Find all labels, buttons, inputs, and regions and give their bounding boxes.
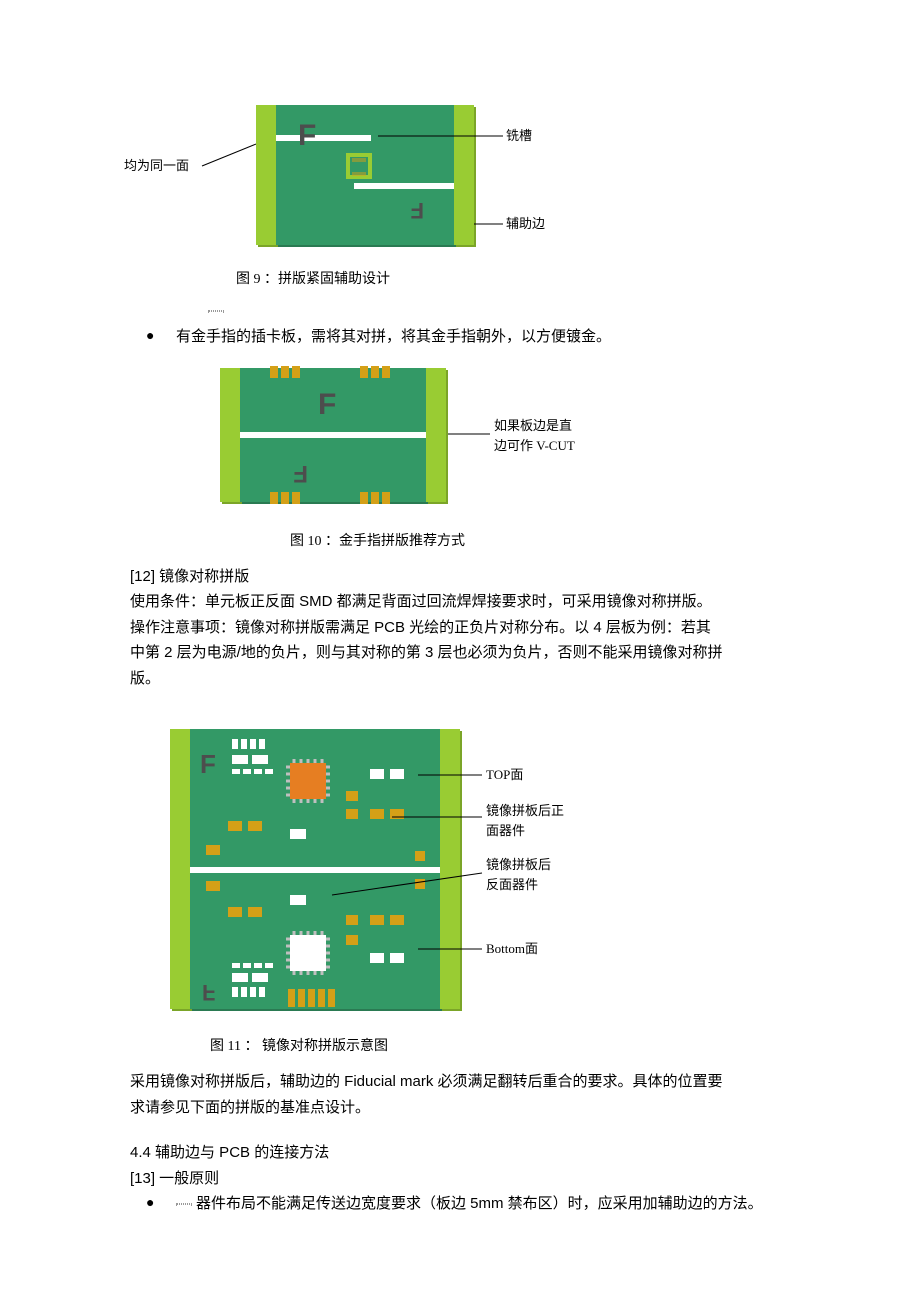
fig11-bottom-label: Bottom面 (486, 941, 538, 956)
figure-9: 均为同一面 F F (106, 100, 790, 288)
fig11-front1: 镜像拼板后正 (486, 803, 564, 818)
svg-text:F: F (411, 198, 424, 223)
bullet-gold-finger: 有金手指的插卡板，需将其对拼，将其金手指朝外，以方便镀金。 (130, 324, 790, 350)
fig11-top-label: TOP面 (486, 767, 523, 782)
figure-11: F (160, 725, 790, 1055)
figure-10: F F 如果板边是直 边可作 V-CUT 图 10 ：金手指拼版推荐方式 (210, 358, 790, 550)
sec12-heading: [12] 镜像对称拼版 (130, 564, 790, 590)
fig9-svg: 均为同一面 F F (106, 100, 586, 260)
fig9-caption: 图 9 ：拼版紧固辅助设计 (236, 268, 790, 288)
svg-text:F: F (202, 980, 215, 1005)
sec12-l1: 使用条件：单元板正反面 SMD 都满足背面过回流焊焊接要求时，可采用镜像对称拼版… (130, 589, 790, 615)
fig11-back1: 镜像拼板后 (486, 857, 551, 872)
sec-4-4: 4.4 辅助边与 PCB 的连接方法 (130, 1140, 790, 1166)
svg-text:F: F (318, 388, 336, 421)
fig10-svg: F F 如果板边是直 边可作 V-CUT (210, 358, 670, 518)
post-fig11-2: 求请参见下面的拼版的基准点设计。 (130, 1095, 790, 1121)
marker (208, 302, 790, 320)
fig11-back2: 反面器件 (486, 877, 538, 892)
bullet-13-1: 器件布局不能满足传送边宽度要求（板边 5mm 禁布区）时，应采用加辅助边的方法。 (130, 1191, 790, 1217)
fig9-left-label: 均为同一面 (124, 158, 189, 173)
fig10-label2: 边可作 V-CUT (494, 438, 575, 453)
svg-text:F: F (200, 749, 216, 779)
fig10-label1: 如果板边是直 (494, 418, 572, 433)
fig9-label-bottom: 辅助边 (506, 216, 545, 231)
fig9-label-top: 铣槽 (506, 128, 532, 143)
fig11-front2: 面器件 (486, 823, 525, 838)
sec-13: [13] 一般原则 (130, 1166, 790, 1192)
sec12-l2: 操作注意事项：镜像对称拼版需满足 PCB 光绘的正负片对称分布。以 4 层板为例… (130, 615, 790, 641)
fig10-caption: 图 10 ：金手指拼版推荐方式 (290, 530, 790, 550)
svg-text:F: F (298, 119, 316, 152)
post-fig11-1: 采用镜像对称拼版后，辅助边的 Fiducial mark 必须满足翻转后重合的要… (130, 1069, 790, 1095)
fig11-svg: F (160, 725, 660, 1025)
fig11-caption: 图 11 ： 镜像对称拼版示意图 (210, 1035, 790, 1055)
svg-text:F: F (293, 460, 308, 487)
sec12-l4: 版。 (130, 666, 790, 692)
sec12-l3: 中第 2 层为电源/地的负片，则与其对称的第 3 层也必须为负片，否则不能采用镜… (130, 640, 790, 666)
